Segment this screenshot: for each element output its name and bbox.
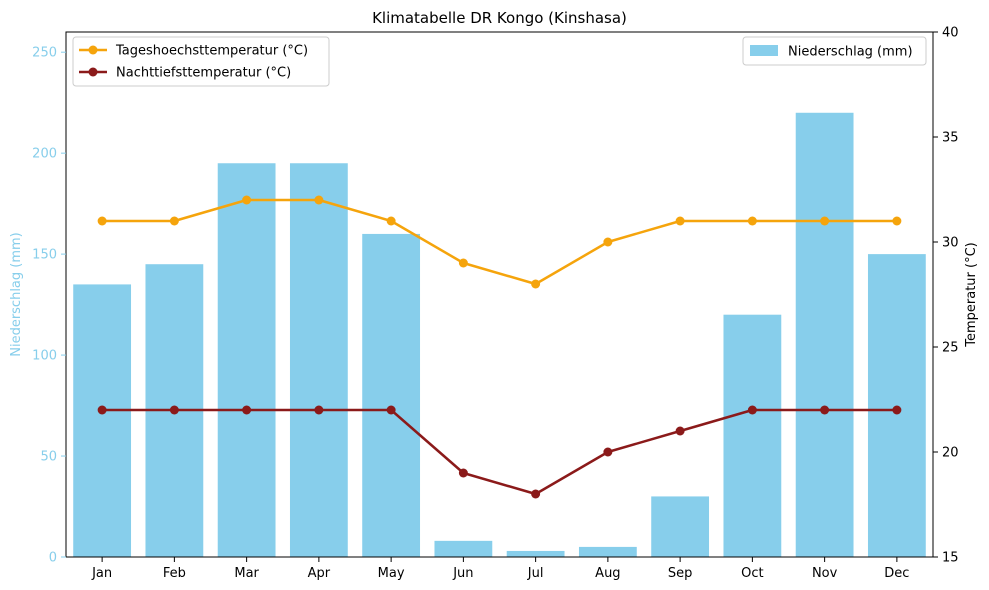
- min-temp-line: [102, 408, 897, 496]
- precip-bar-nov: [795, 112, 854, 558]
- right-tick-label: 15: [942, 551, 959, 566]
- min-temp-point-aug: [603, 447, 613, 457]
- min-temp-point-oct: [747, 405, 757, 415]
- legend-bars-box: [742, 36, 927, 66]
- plot-frame: [65, 31, 934, 558]
- left-tick-label: 100: [32, 349, 57, 364]
- right-axis-label: Temperatur (°C): [964, 242, 979, 348]
- max-temp-point-nov: [820, 216, 830, 226]
- legend-min-temp-label: Nachttiefsttemperatur (°C): [116, 66, 291, 81]
- min-temp-point-mar: [242, 405, 252, 415]
- lines-layer: [97, 195, 902, 499]
- right-tick-label: 25: [942, 341, 959, 356]
- right-tick-label: 20: [942, 446, 959, 461]
- legend-precip-swatch: [750, 45, 778, 56]
- left-tick-label: 150: [32, 248, 57, 263]
- max-temp-point-jul: [531, 279, 541, 289]
- x-tick-label: Apr: [308, 566, 331, 581]
- min-temp-point-jan: [97, 405, 107, 415]
- min-temp-point-may: [386, 405, 396, 415]
- min-temp-point-sep: [675, 426, 685, 436]
- x-tick-label: Sep: [668, 566, 693, 581]
- max-temp-point-apr: [314, 195, 324, 205]
- precip-bar-jun: [434, 540, 493, 557]
- x-tick-label: Oct: [741, 566, 763, 581]
- x-tick-label: Dec: [884, 566, 909, 581]
- precip-bar-apr: [289, 163, 348, 557]
- precip-bar-mar: [217, 163, 276, 557]
- x-tick-label: Jun: [452, 566, 473, 581]
- max-temp-point-may: [386, 216, 396, 226]
- max-temp-point-sep: [675, 216, 685, 226]
- precip-bar-sep: [651, 496, 710, 557]
- min-temp-point-feb: [169, 405, 179, 415]
- legend-precip-label: Niederschlag (mm): [788, 45, 913, 60]
- right-y-axis: 15 20 25 30 35 40: [933, 26, 959, 566]
- left-tick-label: 200: [32, 147, 57, 162]
- precip-bar-aug: [578, 546, 637, 557]
- min-temp-point-dec: [892, 405, 902, 415]
- max-temp-point-mar: [242, 195, 252, 205]
- min-temp-point-jun: [458, 468, 468, 478]
- legend-bars: Niederschlag (mm): [742, 36, 927, 66]
- legend-max-temp-label: Tageshoechsttemperatur (°C): [115, 44, 308, 59]
- max-temp-point-oct: [747, 216, 757, 226]
- max-temp-point-feb: [169, 216, 179, 226]
- x-tick-label: May: [378, 566, 405, 581]
- max-temp-point-aug: [603, 237, 613, 247]
- bars-layer: [73, 112, 926, 558]
- max-temp-line: [102, 198, 897, 286]
- legend-marker: [88, 67, 98, 77]
- max-temp-point-jun: [458, 258, 468, 268]
- min-temp-point-jul: [531, 489, 541, 499]
- precip-bar-jan: [73, 284, 132, 557]
- max-temp-point-jan: [97, 216, 107, 226]
- right-tick-label: 30: [942, 236, 959, 251]
- legend-lines: Tageshoechsttemperatur (°C) Nachttiefstte…: [72, 36, 330, 87]
- legend-marker: [88, 45, 98, 55]
- precip-bar-may: [362, 233, 421, 557]
- precip-bar-jul: [506, 550, 565, 557]
- x-tick-label: Feb: [163, 566, 186, 581]
- left-axis-label: Niederschlag (mm): [9, 232, 24, 357]
- x-tick-label: Jan: [91, 566, 112, 581]
- right-tick-label: 35: [942, 131, 959, 146]
- x-axis: Jan Feb Mar Apr May Jun Jul Aug Sep Oct Nov Dec: [91, 557, 909, 581]
- precip-bar-oct: [723, 314, 782, 557]
- x-tick-label: Mar: [234, 566, 259, 581]
- right-tick-label: 40: [942, 26, 959, 41]
- chart-title: Klimatabelle DR Kongo (Kinshasa): [372, 9, 627, 27]
- legend-lines-box: [72, 36, 330, 87]
- min-temp-point-nov: [820, 405, 830, 415]
- left-y-axis: 0 50 100 150 200 250: [32, 46, 66, 566]
- left-tick-label: 250: [32, 46, 57, 61]
- left-tick-label: 50: [40, 450, 57, 465]
- x-tick-label: Aug: [595, 566, 620, 581]
- min-temp-point-apr: [314, 405, 324, 415]
- left-tick-label: 0: [49, 551, 57, 566]
- max-temp-point-dec: [892, 216, 902, 226]
- x-tick-label: Jul: [527, 566, 544, 581]
- x-tick-label: Nov: [812, 566, 838, 581]
